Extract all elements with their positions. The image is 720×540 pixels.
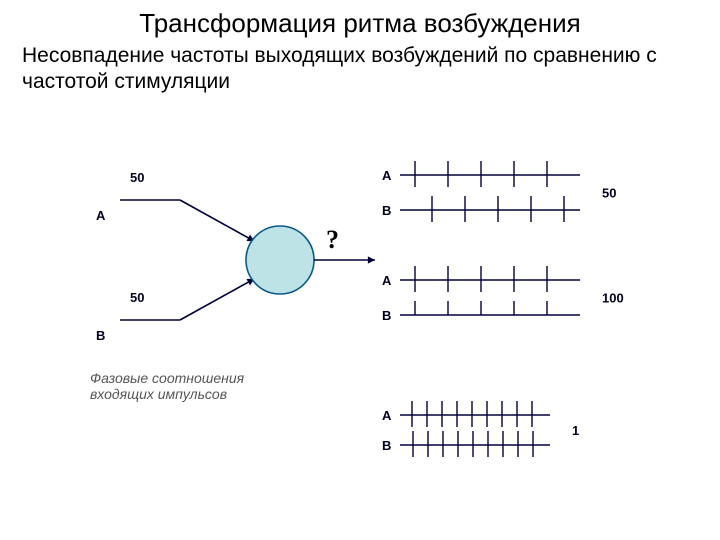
- svg-text:50: 50: [130, 290, 144, 305]
- svg-text:100: 100: [602, 291, 624, 306]
- svg-text:50: 50: [130, 170, 144, 185]
- svg-text:В: В: [382, 203, 391, 218]
- phase-caption: Фазовые соотношения входящих импульсов: [90, 370, 310, 402]
- svg-text:В: В: [382, 308, 391, 323]
- svg-text:А: А: [382, 168, 392, 183]
- svg-text:А: А: [96, 208, 106, 223]
- diagram-canvas: 5050АВ?АВ50АВ100АВ1: [0, 0, 720, 540]
- svg-text:В: В: [382, 438, 391, 453]
- svg-text:50: 50: [602, 186, 616, 201]
- svg-text:А: А: [382, 408, 392, 423]
- svg-text:А: А: [382, 273, 392, 288]
- svg-text:В: В: [96, 328, 105, 343]
- svg-text:?: ?: [326, 225, 339, 254]
- svg-text:1: 1: [572, 423, 579, 438]
